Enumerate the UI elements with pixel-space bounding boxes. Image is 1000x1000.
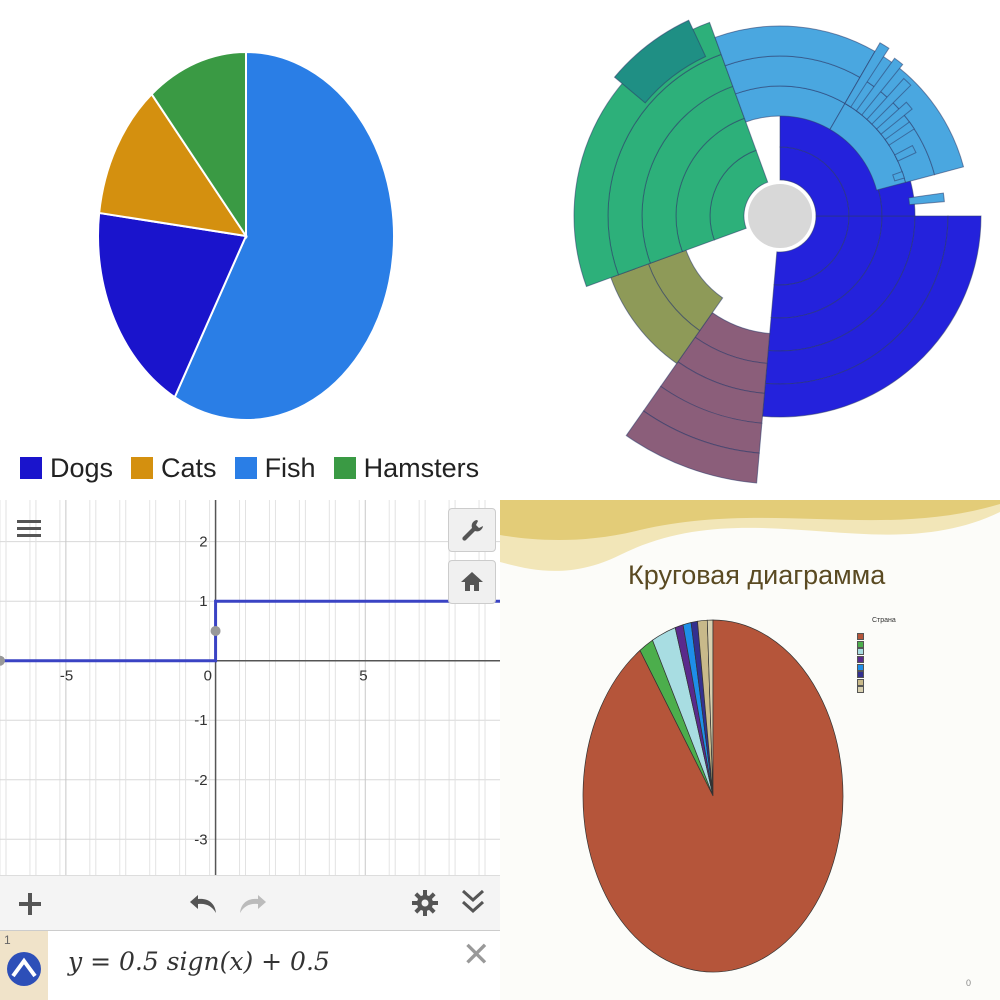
expression-row[interactable]: 1 y = 0.5 sign(x) + 0.5 ✕ (0, 930, 500, 1000)
pie-slice-cats (98, 92, 249, 238)
undo-icon[interactable] (188, 889, 220, 917)
x-tick-label: 5 (359, 668, 367, 685)
legend-label-hamsters: Hamsters (363, 452, 480, 483)
redo-icon[interactable] (236, 889, 268, 917)
slide-legend-item (857, 663, 864, 671)
sunburst-mauve-ring-5 (625, 410, 760, 484)
sunburst-chart (573, 19, 982, 484)
gear-icon[interactable] (411, 889, 439, 917)
legend-label-fish: Fish (264, 452, 316, 483)
pets-pie-chart-panel: Dogs Cats Fish Hamsters (0, 0, 500, 500)
sunburst-teal-ring-1 (613, 19, 707, 104)
legend-swatch-dogs (20, 457, 42, 479)
double-chevron-down-icon[interactable] (458, 886, 488, 918)
y-tick-label: -1 (194, 712, 207, 729)
y-tick-label: 1 (199, 593, 207, 610)
wrench-button[interactable] (448, 508, 496, 552)
y-tick-label: -3 (194, 831, 207, 848)
slide-legend-item (857, 640, 864, 649)
slide-legend-swatch (857, 686, 864, 694)
slide-page-number: 0 (966, 978, 972, 988)
slide-legend (857, 633, 864, 694)
pie-slice-dogs (97, 211, 248, 399)
sunburst-spike-4 (875, 101, 913, 135)
pie-legend: Dogs Cats Fish Hamsters (20, 448, 479, 488)
wrench-icon (462, 520, 483, 541)
legend-item-cats: Cats (131, 453, 217, 484)
legend-item-fish: Fish (234, 452, 316, 484)
slide-legend-swatch (857, 656, 864, 664)
sunburst-spike-1 (844, 42, 890, 108)
legend-item-hamsters: Hamsters (333, 452, 480, 484)
slide-legend-item (857, 648, 864, 656)
slide-legend-item (857, 633, 864, 641)
slide-legend-swatch (857, 640, 864, 648)
slide-legend-swatch (857, 663, 864, 671)
slide-legend-swatch (857, 678, 864, 686)
sunburst-chart-panel (500, 0, 1000, 500)
y-tick-label: 2 (199, 534, 207, 551)
pets-pie-chart (97, 50, 395, 421)
sunburst-center (748, 184, 812, 248)
slide-legend-item (857, 686, 864, 694)
sunburst-spike-2 (855, 57, 904, 116)
x-tick-label: -5 (60, 668, 73, 685)
expression-index-cell[interactable]: 1 (0, 931, 48, 1000)
slide-legend-swatch (857, 633, 864, 641)
slide-legend-title: Страна (872, 617, 896, 624)
sunburst-spike-5 (884, 121, 915, 146)
home-icon (461, 572, 483, 591)
legend-swatch-cats (131, 457, 154, 479)
graphing-calculator-panel: -5 0 5 2 1 -1 -2 -3 (0, 500, 500, 1000)
expression-graph-icon[interactable] (4, 949, 44, 989)
slide-pie-slice-1 (582, 619, 844, 973)
graph-point[interactable] (0, 655, 5, 666)
sunburst-spike-3 (866, 77, 912, 125)
delete-expression-icon[interactable]: ✕ (462, 936, 491, 974)
legend-swatch-fish (234, 457, 257, 479)
sunburst-spike-7 (892, 170, 905, 182)
pie-slice-fish (173, 50, 395, 421)
graph-point[interactable] (210, 625, 221, 636)
slide-legend-item (857, 671, 864, 679)
slide-legend-item (857, 656, 864, 664)
x-tick-label: 0 (204, 668, 212, 685)
expression-input[interactable]: y = 0.5 sign(x) + 0.5 (68, 947, 330, 976)
expression-toolbar (0, 875, 500, 931)
slide-legend-swatch (857, 648, 864, 656)
legend-label-dogs: Dogs (50, 452, 114, 483)
legend-item-dogs: Dogs (20, 453, 113, 484)
expression-number: 1 (4, 933, 11, 947)
sunburst-spike-8 (908, 192, 945, 206)
slide-pie-chart (500, 500, 1000, 973)
hamburger-menu-icon[interactable] (14, 514, 44, 544)
plus-icon[interactable] (16, 890, 44, 918)
slide-legend-swatch (857, 671, 864, 679)
pie-slice-hamsters (150, 50, 247, 240)
slide-pie-chart-panel (500, 500, 1000, 1000)
legend-label-cats: Cats (161, 452, 217, 483)
home-button[interactable] (448, 560, 496, 604)
sunburst-blue-ring-5 (761, 215, 982, 418)
slide-legend-item (857, 678, 864, 687)
y-tick-label: -2 (194, 772, 207, 789)
graph-canvas[interactable]: -5 0 5 2 1 -1 -2 -3 (0, 500, 500, 875)
slide-title: Круговая диаграмма (628, 560, 886, 590)
legend-swatch-hamsters (333, 457, 356, 479)
slide-header-wave-dark (500, 500, 1000, 540)
sunburst-spike-6 (894, 144, 917, 162)
